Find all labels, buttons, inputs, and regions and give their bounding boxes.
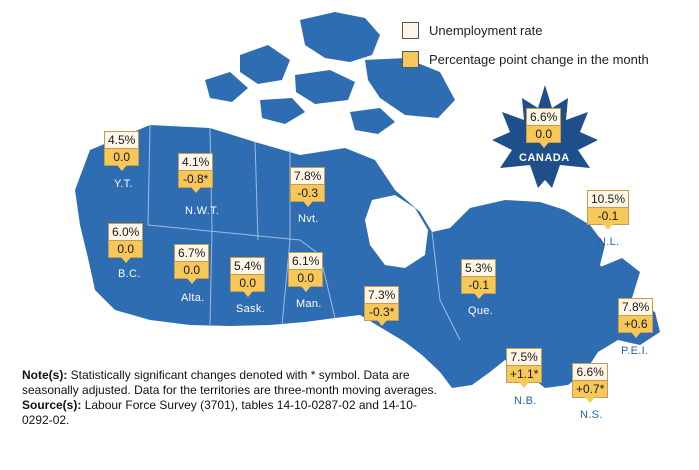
change-value: 0.0 — [104, 149, 140, 171]
label-bc: B.C. — [118, 268, 141, 280]
callout-ns: 6.6% +0.7* — [572, 363, 609, 403]
newfoundland — [598, 258, 640, 302]
change-value: 0.0 — [230, 275, 266, 297]
callout-pei: 7.8% +0.6 — [618, 298, 654, 338]
change-value: -0.3* — [364, 304, 400, 326]
label-yt: Y.T. — [114, 178, 133, 190]
source: Source(s): Labour Force Survey (3701), t… — [22, 398, 442, 428]
rate-value: 5.3% — [461, 259, 497, 277]
change-swatch — [402, 51, 419, 68]
callout-nwt: 4.1% -0.8* — [178, 153, 214, 193]
rate-value: 10.5% — [587, 190, 630, 208]
rate-value: 6.6% — [572, 363, 609, 381]
label-que: Que. — [468, 305, 494, 317]
footnotes: Note(s): Statistically significant chang… — [22, 368, 442, 428]
change-value: +0.7* — [572, 381, 609, 403]
change-value: 0.0 — [108, 241, 144, 263]
callout-alta: 6.7% 0.0 — [174, 244, 210, 284]
legend-change-label: Percentage point change in the month — [429, 52, 649, 67]
callout-man: 6.1% 0.0 — [288, 252, 324, 292]
note: Note(s): Statistically significant chang… — [22, 368, 442, 398]
change-value: +0.6 — [618, 316, 654, 338]
callout-yt: 4.5% 0.0 — [104, 131, 140, 171]
legend-rate-label: Unemployment rate — [429, 23, 543, 38]
note-heading: Note(s): — [22, 368, 68, 382]
change-value: 0.0 — [174, 262, 210, 284]
rate-value: 4.1% — [178, 153, 214, 171]
source-heading: Source(s): — [22, 398, 82, 412]
label-nb: N.B. — [514, 395, 537, 407]
rate-value: 7.5% — [506, 348, 543, 366]
label-ont: Ont. — [372, 333, 394, 345]
mainland — [75, 125, 660, 388]
change-value: -0.1 — [587, 208, 630, 230]
rate-value: 7.3% — [364, 286, 400, 304]
callout-sask: 5.4% 0.0 — [230, 257, 266, 297]
label-pei: P.E.I. — [621, 345, 649, 357]
legend-rate: Unemployment rate — [402, 16, 649, 45]
legend: Unemployment rate Percentage point chang… — [402, 16, 649, 74]
rate-swatch — [402, 22, 419, 39]
change-value: +1.1* — [506, 366, 543, 388]
label-ns: N.S. — [580, 409, 603, 421]
change-value: -0.3 — [290, 185, 326, 207]
label-alta: Alta. — [181, 292, 205, 304]
rate-value: 6.0% — [108, 223, 144, 241]
callout-canada: 6.6% 0.0 — [526, 108, 562, 148]
change-value: 0.0 — [288, 270, 324, 292]
arctic-islands — [205, 12, 455, 134]
label-nvt: Nvt. — [298, 213, 319, 225]
rate-value: 6.1% — [288, 252, 324, 270]
callout-nl: 10.5% -0.1 — [587, 190, 630, 230]
rate-value: 7.8% — [618, 298, 654, 316]
label-sask: Sask. — [236, 303, 266, 315]
legend-change: Percentage point change in the month — [402, 45, 649, 74]
change-value: 0.0 — [526, 126, 562, 148]
callout-ont: 7.3% -0.3* — [364, 286, 400, 326]
change-value: -0.8* — [178, 171, 214, 193]
source-text: Labour Force Survey (3701), tables 14-10… — [22, 398, 417, 427]
rate-value: 6.7% — [174, 244, 210, 262]
rate-value: 5.4% — [230, 257, 266, 275]
label-man: Man. — [296, 298, 322, 310]
callout-que: 5.3% -0.1 — [461, 259, 497, 299]
change-value: -0.1 — [461, 277, 497, 299]
hudson-bay — [365, 195, 428, 268]
callout-bc: 6.0% 0.0 — [108, 223, 144, 263]
note-text: Statistically significant changes denote… — [22, 368, 437, 397]
label-nl: N.L. — [598, 236, 620, 248]
callout-nb: 7.5% +1.1* — [506, 348, 543, 388]
label-nwt: N.W.T. — [185, 205, 220, 217]
callout-nvt: 7.8% -0.3 — [290, 167, 326, 207]
rate-value: 7.8% — [290, 167, 326, 185]
rate-value: 6.6% — [526, 108, 562, 126]
national-label: CANADA — [519, 152, 570, 164]
rate-value: 4.5% — [104, 131, 140, 149]
nova-scotia — [560, 338, 600, 368]
